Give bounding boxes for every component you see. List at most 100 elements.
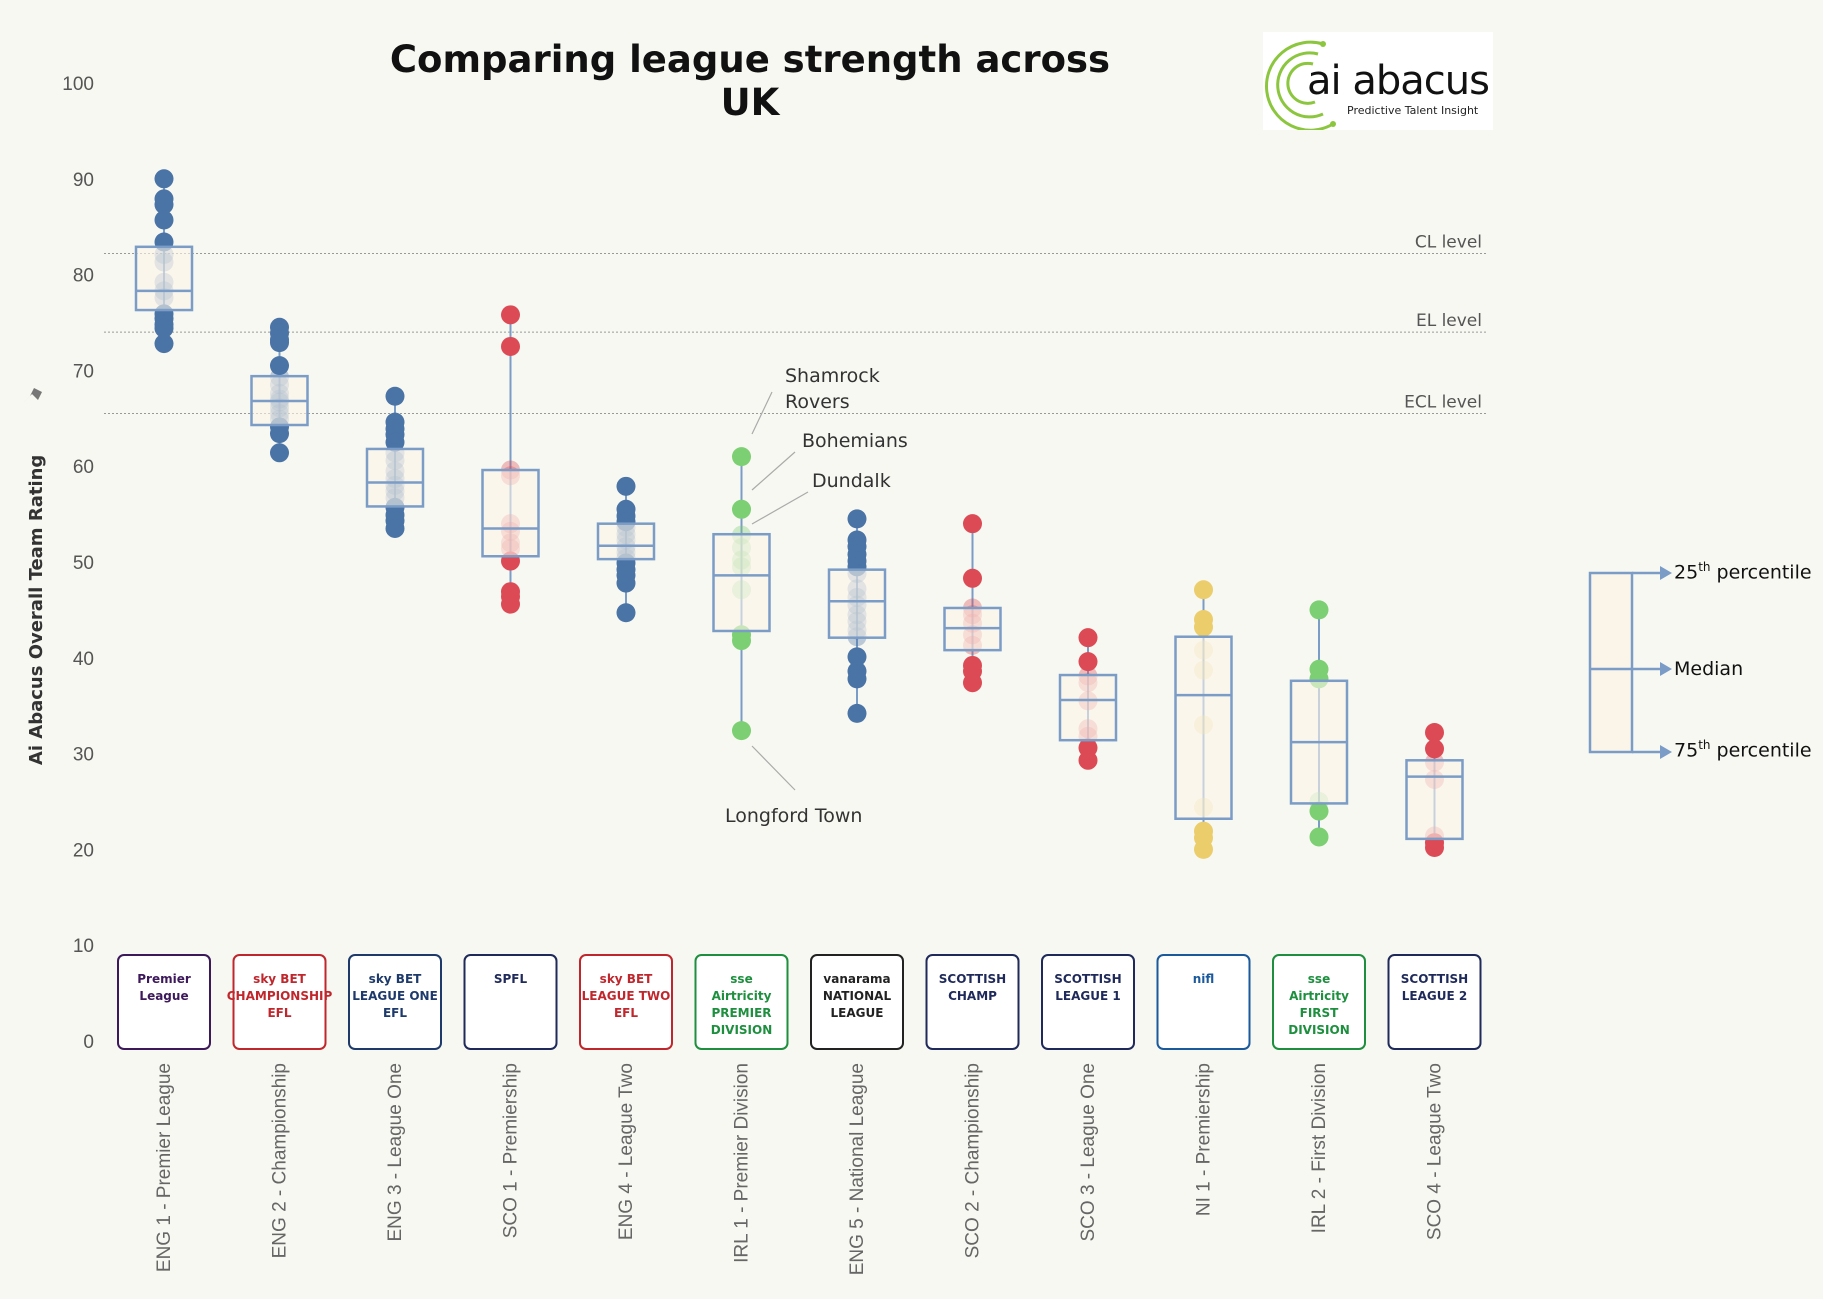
vanarama-logo: vanarama NATIONAL LEAGUE — [810, 954, 904, 1050]
scottish-champ-logo: SCOTTISH CHAMP — [925, 954, 1020, 1050]
legend-q3-label: 75th percentile — [1674, 738, 1812, 762]
data-point — [847, 509, 867, 529]
legend-median-label: Median — [1674, 658, 1744, 680]
data-point — [1309, 600, 1329, 620]
y-tick-label: 70 — [73, 361, 94, 382]
data-point — [1078, 750, 1098, 770]
arrow-icon — [1660, 566, 1672, 580]
logo-text: SCOTTISH — [1054, 972, 1121, 986]
box — [1058, 673, 1118, 742]
legend-box — [1588, 571, 1634, 754]
logo-text: DIVISION — [1288, 1023, 1350, 1037]
logo-text: Airtricity — [1289, 989, 1349, 1003]
scottish-league2-logo: SCOTTISH LEAGUE 2 — [1387, 954, 1482, 1050]
logo-text: EFL — [383, 1006, 407, 1020]
logo-text: LEAGUE ONE — [352, 989, 438, 1003]
spfl-logo: SPFL — [463, 954, 558, 1050]
y-tick-label: 20 — [73, 840, 94, 861]
logo-text: SCOTTISH — [939, 972, 1006, 986]
annotation-leader — [751, 491, 809, 525]
data-point — [847, 703, 867, 723]
logo-text: DIVISION — [711, 1023, 773, 1037]
y-tick-label: 40 — [73, 649, 94, 670]
logo-text: SPFL — [494, 972, 528, 986]
data-point — [1425, 723, 1444, 743]
brand-name: ai abacus — [1307, 58, 1490, 104]
data-point — [270, 443, 289, 463]
category-label: SCO 1 - Premiership — [501, 1063, 522, 1238]
data-point — [1425, 837, 1444, 857]
data-point — [154, 210, 174, 230]
box — [712, 532, 771, 633]
box — [481, 468, 540, 558]
logo-text: sky BET — [253, 972, 306, 986]
data-point — [501, 305, 520, 325]
sse-premier-logo: sse Airtricity PREMIER DIVISION — [694, 954, 789, 1050]
data-point — [270, 356, 289, 376]
category-label: ENG 1 - Premier League — [154, 1063, 175, 1272]
category-label: SCO 2 - Championship — [963, 1063, 984, 1258]
category-label: ENG 4 - League Two — [616, 1063, 637, 1240]
box — [1174, 635, 1233, 820]
data-point — [385, 518, 405, 538]
logo-text: NATIONAL — [823, 989, 892, 1003]
arrow-icon — [1660, 662, 1672, 676]
logo-text: sky BET — [600, 972, 653, 986]
data-point — [963, 568, 982, 588]
category-label: IRL 1 - Premier Division — [732, 1063, 753, 1263]
data-point — [154, 318, 174, 338]
y-axis-label: Ai Abacus Overall Team Rating — [26, 455, 47, 765]
data-point — [501, 594, 520, 614]
data-point — [1194, 580, 1213, 600]
logo-text: Airtricity — [712, 989, 772, 1003]
data-point — [385, 432, 405, 452]
data-point — [732, 631, 751, 651]
category-label: ENG 2 - Championship — [270, 1063, 291, 1258]
reference-line-label: EL level — [1416, 311, 1482, 331]
annotation-label: Shamrock — [785, 365, 880, 387]
chart-title: Comparing league strength across UK — [389, 38, 1111, 124]
data-point — [963, 514, 982, 534]
pin-icon — [24, 388, 42, 402]
legend-q1-label: 25th percentile — [1674, 560, 1812, 584]
data-point — [616, 573, 636, 593]
logo-text: EFL — [614, 1006, 638, 1020]
logo-text: EFL — [267, 1006, 291, 1020]
data-point — [847, 647, 867, 667]
logo-text: LEAGUE 2 — [1402, 989, 1467, 1003]
logo-text: LEAGUE 1 — [1055, 989, 1120, 1003]
logo-text: SCOTTISH — [1401, 972, 1468, 986]
data-point — [1078, 628, 1098, 648]
category-label: NI 1 - Premiership — [1194, 1063, 1215, 1216]
logo-text: CHAMPIONSHIP — [227, 989, 333, 1003]
logo-text: sky BET — [369, 972, 422, 986]
annotation-leader — [751, 451, 796, 491]
logo-text: Premier — [137, 972, 191, 986]
data-point — [616, 603, 636, 623]
annotation-label: Bohemians — [802, 430, 908, 452]
annotation-leader — [751, 745, 796, 791]
league-one-logo: sky BET LEAGUE ONE EFL — [348, 954, 442, 1050]
y-tick-label: 0 — [83, 1032, 94, 1053]
y-tick-label: 100 — [62, 74, 94, 95]
y-tick-label: 80 — [73, 266, 94, 287]
logo-text: FIRST — [1300, 1006, 1340, 1020]
data-point — [270, 333, 289, 353]
category-label: SCO 3 - League One — [1078, 1063, 1099, 1242]
data-point — [1309, 827, 1329, 847]
logo-text: League — [139, 989, 188, 1003]
brand-tagline: Predictive Talent Insight — [1347, 104, 1479, 117]
reference-line-label: ECL level — [1404, 393, 1482, 413]
data-point — [732, 499, 751, 519]
data-point — [1194, 839, 1213, 859]
data-point — [732, 721, 751, 741]
data-point — [1309, 801, 1329, 821]
logo-text: sse — [730, 972, 752, 986]
data-point — [270, 424, 289, 444]
data-point — [1194, 617, 1213, 637]
y-tick-label: 50 — [73, 553, 94, 574]
box — [1405, 759, 1464, 841]
y-tick-label: 10 — [73, 936, 94, 957]
data-point — [1078, 652, 1098, 672]
data-point — [732, 447, 751, 467]
